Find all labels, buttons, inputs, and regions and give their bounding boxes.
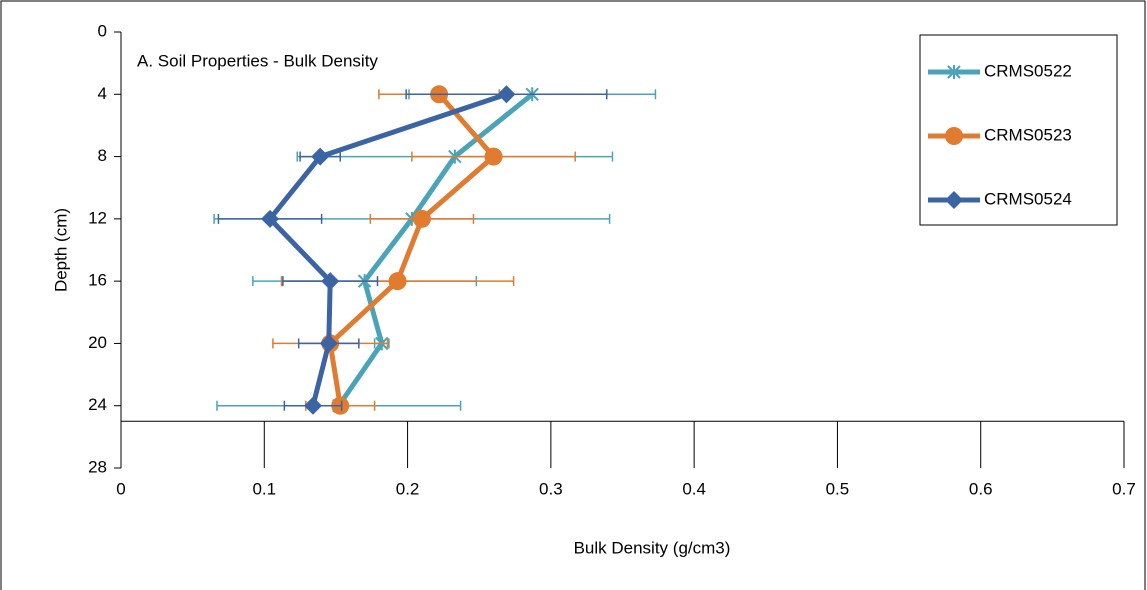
x-tick-label: 0.6 bbox=[969, 479, 993, 498]
y-tick-label: 8 bbox=[98, 146, 107, 165]
data-point bbox=[497, 85, 516, 104]
x-tick-label: 0.2 bbox=[396, 479, 420, 498]
legend-marker bbox=[945, 191, 963, 209]
data-point bbox=[319, 334, 338, 353]
data-point bbox=[304, 396, 323, 415]
legend-label: CRMS0522 bbox=[984, 61, 1072, 80]
chart-title: A. Soil Properties - Bulk Density bbox=[137, 51, 378, 70]
y-tick-label: 4 bbox=[98, 84, 107, 103]
data-point bbox=[261, 209, 280, 228]
y-tick-label: 16 bbox=[88, 271, 107, 290]
series-line bbox=[327, 92, 497, 407]
legend-marker bbox=[947, 65, 961, 79]
y-tick-label: 0 bbox=[98, 21, 107, 40]
legend-marker bbox=[945, 127, 963, 145]
x-axis-title: Bulk Density (g/cm3) bbox=[574, 538, 731, 557]
data-point bbox=[311, 147, 330, 166]
legend-label: CRMS0524 bbox=[984, 189, 1072, 208]
x-tick-label: 0.4 bbox=[682, 479, 706, 498]
y-tick-label: 24 bbox=[88, 395, 107, 414]
data-point bbox=[321, 272, 340, 291]
y-tick-label: 28 bbox=[88, 457, 107, 476]
data-point bbox=[484, 147, 503, 166]
x-tick-label: 0.1 bbox=[252, 479, 276, 498]
x-tick-label: 0 bbox=[116, 479, 125, 498]
y-axis-title: Depth (cm) bbox=[51, 208, 70, 292]
y-tick-label: 20 bbox=[88, 333, 107, 352]
data-point bbox=[412, 209, 431, 228]
series-line bbox=[336, 92, 534, 408]
series-line bbox=[267, 91, 508, 407]
y-tick-label: 12 bbox=[88, 208, 107, 227]
x-tick-label: 0.7 bbox=[1112, 479, 1136, 498]
legend-label: CRMS0523 bbox=[984, 125, 1072, 144]
data-point bbox=[388, 272, 407, 291]
x-tick-label: 0.5 bbox=[826, 479, 850, 498]
x-tick-label: 0.3 bbox=[539, 479, 563, 498]
